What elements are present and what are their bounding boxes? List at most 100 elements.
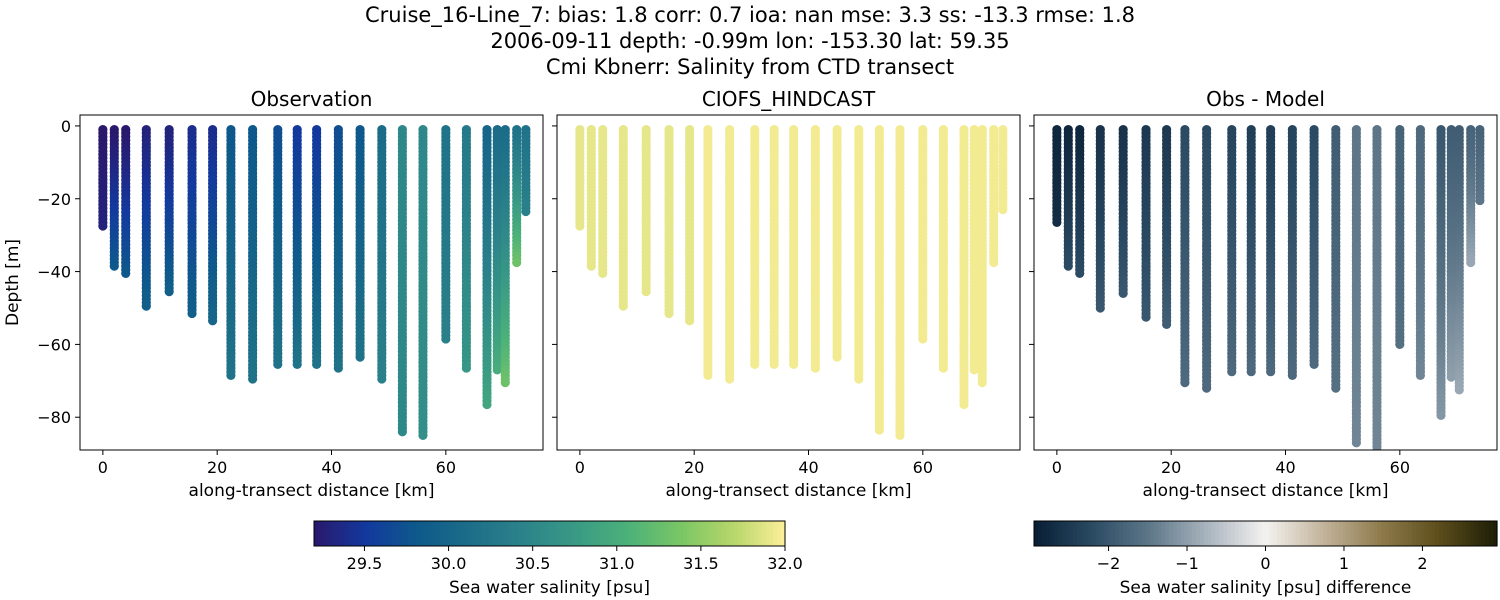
colorbar-segment [706,521,712,546]
colorbar-segment [357,521,362,546]
colorbar-segment [329,521,335,546]
colorbar-segment [584,521,590,546]
cast-3 [121,124,131,278]
colorbar-segment [1126,521,1132,546]
cast-20 [959,124,969,410]
colorbar-segment [1088,521,1093,546]
colorbar-tick-label: 2 [1417,554,1427,573]
colorbar-segment [478,521,484,546]
colorbar-segment [675,521,680,546]
colorbar-segment [1196,521,1201,546]
colorbar-segment [518,521,523,546]
data-point [618,301,628,311]
colorbar-segment [1466,521,1471,546]
colorbar-label: Sea water salinity [psu] [449,578,650,598]
colorbar-segment [1172,521,1178,546]
data-point [273,359,283,370]
data-point [1309,359,1319,370]
data-point [292,359,302,370]
colorbar-segment [1192,521,1197,546]
data-point [441,334,451,344]
colorbar-segment [1435,521,1440,546]
data-point [918,334,928,344]
data-point [703,370,713,380]
colorbar-segment [533,521,539,546]
colorbar-segment [1068,521,1074,546]
cast-16 [397,124,407,437]
colorbar-segment [737,521,743,546]
colorbar-segment [325,521,331,546]
colorbar-segment [1161,521,1166,546]
colorbar-segment [565,521,570,546]
x-tick-label: 20 [684,458,704,477]
colorbar-segment [416,521,421,546]
colorbar-segment [781,521,786,546]
colorbar-segment [1284,521,1290,546]
colorbar-segment [1458,521,1463,546]
colorbar-segment [1292,521,1297,546]
y-tick-label: −80 [37,408,71,427]
cast-22 [1454,124,1464,395]
colorbar-segment [1107,521,1112,546]
data-point [141,301,151,311]
data-point [1475,195,1485,206]
data-point [1266,367,1276,377]
colorbar-segment [545,521,551,546]
x-axis-label: along-transect distance [km] [1143,481,1389,501]
colorbar-segment [361,521,366,546]
colorbar-segment [722,521,727,546]
data-point [769,359,779,370]
colorbar-segment [1361,521,1367,546]
colorbar-segment [1223,521,1228,546]
cast-21 [492,124,502,375]
colorbar-segment [455,521,460,546]
cast-22 [977,124,987,388]
colorbar-segment [773,521,778,546]
cast-6 [1141,124,1151,322]
colorbar-segment [1419,521,1425,546]
colorbar-segment [1165,521,1170,546]
cast-3 [1075,124,1085,278]
colorbar-segment [498,521,503,546]
colorbar-segment [474,521,480,546]
data-point [977,378,987,388]
colorbar-segment [580,521,586,546]
data-point [832,352,842,362]
colorbar-segment [596,521,602,546]
data-point [1141,312,1151,322]
cast-18 [441,124,451,344]
panel-title: Obs - Model [1206,87,1325,111]
data-point [418,430,428,441]
colorbar-segment [663,521,668,546]
cast-24 [998,124,1008,215]
y-tick-label: −60 [37,335,71,354]
cast-22 [500,124,510,388]
cast-13 [333,124,343,373]
colorbar-segment [529,521,535,546]
colorbar-tick-label: 32.0 [767,554,803,573]
colorbar-segment [1319,521,1324,546]
cast-18 [1395,124,1405,350]
cast-7 [208,124,218,326]
data-point [377,374,387,384]
colorbar-segment [1111,521,1116,546]
colorbar-segment [733,521,739,546]
colorbar-segment [1350,521,1355,546]
data-point [750,359,760,370]
colorbar-segment [1265,521,1270,546]
cast-15 [854,124,864,384]
colorbar-segment [710,521,715,546]
colorbar-segment [1415,521,1421,546]
colorbar-segment [647,521,653,546]
cast-5 [641,124,651,297]
colorbar-segment [553,521,558,546]
colorbar-segment [1145,521,1151,546]
cast-19 [938,124,949,373]
colorbar-segment [459,521,464,546]
cast-9 [248,124,258,384]
colorbar-segment [1354,521,1359,546]
colorbar-segment [682,521,688,546]
colorbar-segment [1037,521,1043,546]
colorbar-segment [679,521,684,546]
colorbar-segment [1091,521,1097,546]
